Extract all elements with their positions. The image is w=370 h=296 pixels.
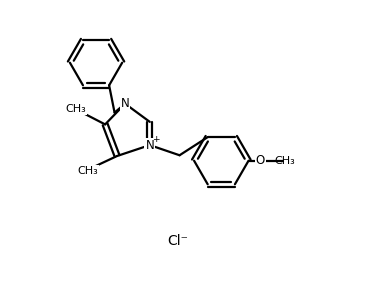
- Text: CH₃: CH₃: [77, 165, 98, 176]
- Text: CH₃: CH₃: [274, 156, 295, 166]
- Text: O: O: [256, 154, 265, 167]
- Text: N: N: [145, 139, 154, 152]
- Text: +: +: [152, 135, 160, 144]
- Text: Cl⁻: Cl⁻: [167, 234, 188, 247]
- Text: N: N: [121, 97, 130, 110]
- Text: CH₃: CH₃: [66, 104, 87, 114]
